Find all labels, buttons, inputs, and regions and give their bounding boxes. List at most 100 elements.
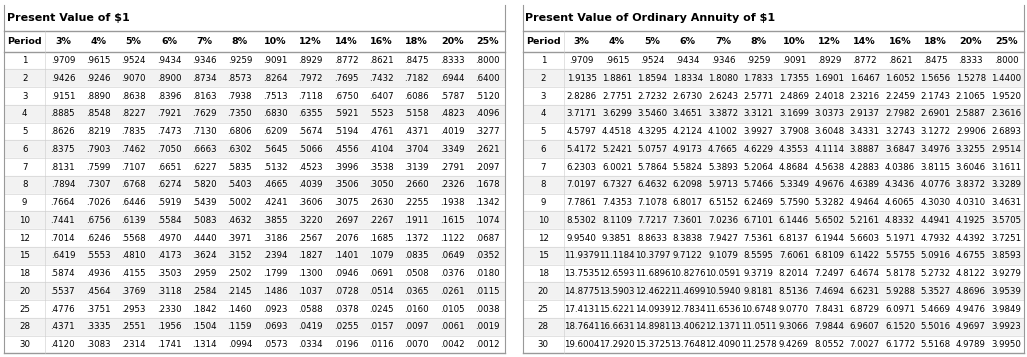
Text: 20%: 20% <box>959 37 982 46</box>
Text: .6139: .6139 <box>121 216 146 225</box>
Text: .8000: .8000 <box>994 56 1019 65</box>
Text: 4.6755: 4.6755 <box>956 251 986 260</box>
Text: 1.7355: 1.7355 <box>778 74 809 83</box>
Text: .9151: .9151 <box>50 91 75 101</box>
Text: .5553: .5553 <box>86 251 111 260</box>
Text: 3.3121: 3.3121 <box>744 109 773 118</box>
Text: .2551: .2551 <box>121 322 146 331</box>
Text: .0508: .0508 <box>405 269 429 278</box>
Text: 1.6901: 1.6901 <box>814 74 844 83</box>
Text: .7432: .7432 <box>369 74 393 83</box>
Text: .1037: .1037 <box>298 287 322 296</box>
Text: .8333: .8333 <box>440 56 464 65</box>
Bar <box>523 69 1024 87</box>
Text: .3769: .3769 <box>121 287 146 296</box>
Text: .3083: .3083 <box>86 340 111 349</box>
Text: .0573: .0573 <box>263 340 288 349</box>
Text: 1.4400: 1.4400 <box>991 74 1021 83</box>
Text: .4104: .4104 <box>369 145 393 154</box>
Text: 4.8122: 4.8122 <box>956 269 986 278</box>
Text: 5.6502: 5.6502 <box>814 216 844 225</box>
Text: .0923: .0923 <box>263 305 288 313</box>
Text: .0255: .0255 <box>334 322 358 331</box>
Bar <box>4 176 505 193</box>
Text: .0728: .0728 <box>334 287 358 296</box>
Text: .0245: .0245 <box>369 305 393 313</box>
Text: 4.6229: 4.6229 <box>744 145 773 154</box>
Text: .0061: .0061 <box>440 322 464 331</box>
Text: 2.4018: 2.4018 <box>814 91 844 101</box>
Text: 4.2883: 4.2883 <box>849 162 880 171</box>
Bar <box>4 105 505 123</box>
Text: .7972: .7972 <box>299 74 322 83</box>
Text: .3075: .3075 <box>334 198 358 207</box>
Text: 4.0310: 4.0310 <box>956 198 986 207</box>
Text: .9070: .9070 <box>121 74 146 83</box>
Text: 2.1065: 2.1065 <box>956 91 986 101</box>
Bar <box>4 336 505 353</box>
Bar <box>523 105 1024 123</box>
Text: 6.8729: 6.8729 <box>849 305 880 313</box>
Text: 3.6048: 3.6048 <box>814 127 844 136</box>
Text: .3606: .3606 <box>298 198 322 207</box>
Text: .7938: .7938 <box>228 91 252 101</box>
Text: 3.0373: 3.0373 <box>814 109 844 118</box>
Text: .0376: .0376 <box>440 269 464 278</box>
Text: .1314: .1314 <box>192 340 217 349</box>
Text: .7350: .7350 <box>228 109 253 118</box>
Text: .0196: .0196 <box>334 340 358 349</box>
Text: 6%: 6% <box>680 37 695 46</box>
Text: 28: 28 <box>20 322 30 331</box>
Text: 5.3349: 5.3349 <box>778 180 809 189</box>
Text: 25: 25 <box>538 305 548 313</box>
Bar <box>523 87 1024 105</box>
Text: .5002: .5002 <box>228 198 253 207</box>
Text: .3186: .3186 <box>263 233 288 242</box>
Text: .8000: .8000 <box>476 56 500 65</box>
Text: .9346: .9346 <box>711 56 735 65</box>
Text: .0835: .0835 <box>405 251 429 260</box>
Text: .6756: .6756 <box>86 216 111 225</box>
Text: 10.3797: 10.3797 <box>635 251 670 260</box>
Text: 14.8981: 14.8981 <box>635 322 670 331</box>
Text: 1.8334: 1.8334 <box>673 74 702 83</box>
Text: .1159: .1159 <box>228 322 252 331</box>
Text: 7%: 7% <box>715 37 731 46</box>
Text: 3.3255: 3.3255 <box>956 145 986 154</box>
Text: 10.0591: 10.0591 <box>706 269 740 278</box>
Bar <box>4 123 505 140</box>
Text: 4.2124: 4.2124 <box>673 127 702 136</box>
Text: 4.1002: 4.1002 <box>708 127 738 136</box>
Text: 4.9697: 4.9697 <box>956 322 986 331</box>
Text: 7.7217: 7.7217 <box>638 216 668 225</box>
Text: 20%: 20% <box>441 37 463 46</box>
Text: 5.1971: 5.1971 <box>885 233 915 242</box>
Text: .3503: .3503 <box>157 269 182 278</box>
Text: .0514: .0514 <box>369 287 393 296</box>
Text: 1: 1 <box>540 56 546 65</box>
Text: 4.4941: 4.4941 <box>920 216 950 225</box>
Text: .9434: .9434 <box>676 56 700 65</box>
Text: 5.3282: 5.3282 <box>814 198 844 207</box>
Text: .8929: .8929 <box>817 56 841 65</box>
Text: 15: 15 <box>20 251 30 260</box>
Text: .1504: .1504 <box>192 322 217 331</box>
Text: 18: 18 <box>20 269 30 278</box>
Text: 25%: 25% <box>995 37 1018 46</box>
Text: 4.1114: 4.1114 <box>814 145 844 154</box>
Text: 13.4062: 13.4062 <box>670 322 706 331</box>
Text: 6.0021: 6.0021 <box>602 162 632 171</box>
Text: .2660: .2660 <box>405 180 429 189</box>
Text: .3704: .3704 <box>405 145 429 154</box>
Text: 5.4172: 5.4172 <box>567 145 597 154</box>
Text: 4.6065: 4.6065 <box>885 198 915 207</box>
Text: .0365: .0365 <box>405 287 429 296</box>
Text: .6419: .6419 <box>50 251 75 260</box>
Text: 1.8861: 1.8861 <box>602 74 632 83</box>
Text: .4810: .4810 <box>121 251 146 260</box>
Text: .8475: .8475 <box>405 56 429 65</box>
Text: 3.3872: 3.3872 <box>708 109 738 118</box>
Text: 7.6061: 7.6061 <box>778 251 809 260</box>
Text: .8621: .8621 <box>887 56 912 65</box>
Text: 3.8887: 3.8887 <box>849 145 880 154</box>
